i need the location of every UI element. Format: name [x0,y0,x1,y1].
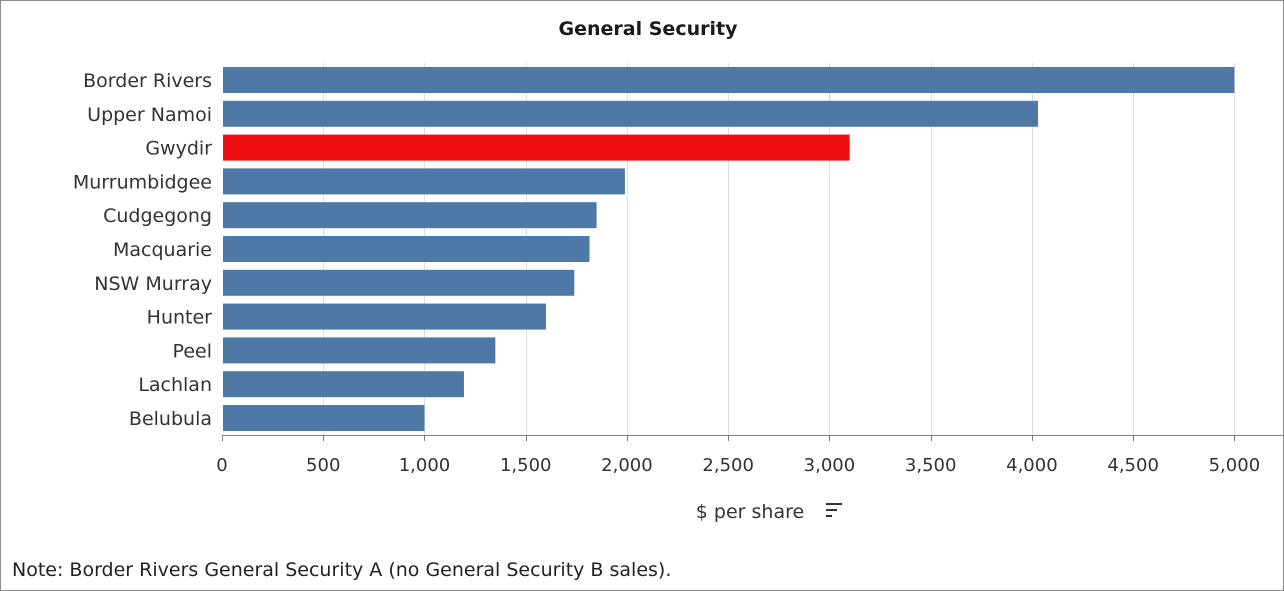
x-tick-label: 5,000 [1209,455,1261,476]
x-axis-title: $ per share [696,501,804,523]
bar-hunter[interactable] [223,303,546,330]
bar-macquarie[interactable] [223,236,590,262]
x-tick-label: 3,500 [905,455,957,476]
x-tick-label: 500 [306,455,340,476]
chart-title: General Security [558,18,738,40]
bar-nsw-murray[interactable] [223,269,575,296]
category-label: Macquarie [113,239,212,261]
x-tick-label: 2,000 [601,455,653,476]
bar-border-rivers[interactable] [223,67,1235,93]
bar-lachlan[interactable] [223,371,464,398]
x-tick-label: 0 [216,455,227,476]
category-label: Border Rivers [83,70,212,92]
bar-cudgegong[interactable] [223,202,597,229]
x-tick-label: 1,500 [500,455,552,476]
x-tick-label: 2,500 [702,455,754,476]
bar-murrumbidgee[interactable] [223,168,625,195]
x-tick-label: 4,500 [1107,455,1159,476]
category-label: Murrumbidgee [73,171,212,193]
category-label: Gwydir [145,138,212,160]
bar-series [223,67,1235,431]
category-label: Cudgegong [103,205,212,227]
bar-gwydir[interactable] [223,134,850,161]
bar-belubula[interactable] [223,405,425,431]
category-label: Lachlan [138,374,212,396]
sort-descending-icon[interactable] [826,503,842,517]
category-labels: Border Rivers Upper Namoi Gwydir Murrumbidg… [73,70,212,430]
x-tick-label: 1,000 [399,455,451,476]
category-label: Upper Namoi [87,104,212,126]
chart-note: Note: Border Rivers General Security A (… [12,559,672,581]
category-label: Hunter [147,307,213,329]
bar-peel[interactable] [223,337,496,364]
x-tick-label: 3,000 [804,455,856,476]
x-axis: 0 500 1,000 1,500 2,000 2,500 3,000 3,500 4,000 4… [216,435,1284,476]
x-tick-label: 4,000 [1006,455,1058,476]
category-label: Belubula [129,408,212,430]
bar-upper-namoi[interactable] [223,100,1038,127]
category-label: NSW Murray [94,273,212,295]
category-label: Peel [173,340,212,362]
chart-plot: 0 500 1,000 1,500 2,000 2,500 3,000 3,500 4,000 4… [73,63,1284,523]
